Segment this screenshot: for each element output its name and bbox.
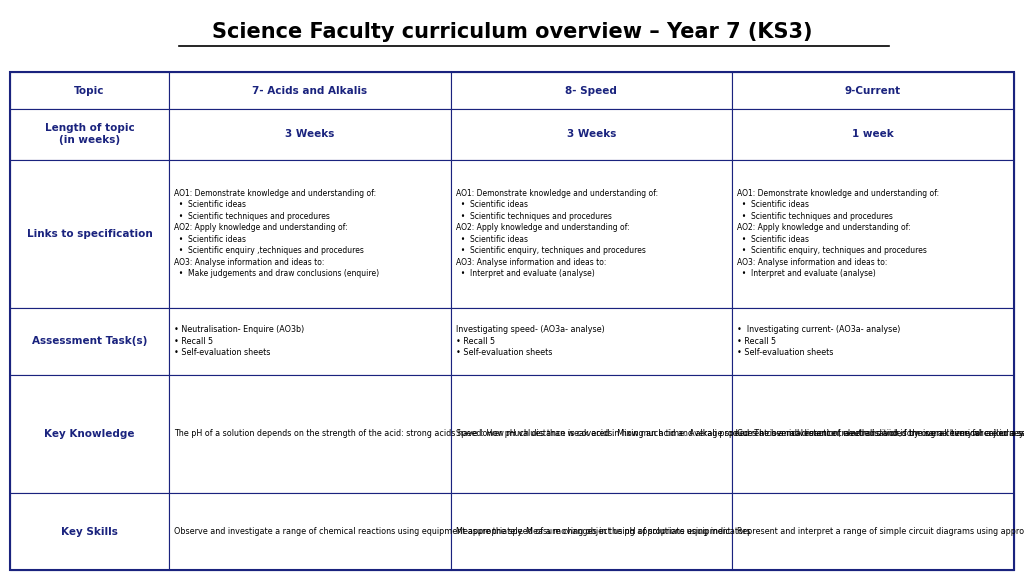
Bar [169,160,451,308]
Bar [732,160,1014,308]
Text: Science Faculty curriculum overview – Year 7 (KS3): Science Faculty curriculum overview – Ye… [212,22,812,41]
Text: Links to specification: Links to specification [27,229,153,238]
Text: Speed: How much distance is covered in how much time. Average speed: The overall: Speed: How much distance is covered in h… [456,429,1024,438]
Bar [10,109,169,160]
Text: Key Knowledge: Key Knowledge [44,429,135,439]
Text: 7- Acids and Alkalis: 7- Acids and Alkalis [252,85,368,96]
Text: 3 Weeks: 3 Weeks [285,129,335,139]
Bar [451,308,732,375]
Text: • Neutralisation- Enquire (AO3b)
• Recall 5
• Self-evaluation sheets: • Neutralisation- Enquire (AO3b) • Recal… [174,325,304,357]
Bar [732,308,1014,375]
Text: 1 week: 1 week [852,129,894,139]
Bar [10,160,169,308]
Bar [10,308,169,375]
Text: The pH of a solution depends on the strength of the acid: strong acids have lowe: The pH of a solution depends on the stre… [174,429,1024,438]
Bar [451,160,732,308]
Bar [732,72,1014,109]
Text: AO1: Demonstrate knowledge and understanding of:
  •  Scientific ideas
  •  Scie: AO1: Demonstrate knowledge and understan… [174,189,379,278]
Text: 8- Speed: 8- Speed [565,85,617,96]
Bar [10,72,169,109]
Text: Current is a movement of electrons and is the same everywhere in a series circui: Current is a movement of electrons and i… [737,429,1024,438]
Text: Assessment Task(s): Assessment Task(s) [32,336,147,346]
Bar [10,375,169,493]
Bar [169,493,451,570]
Text: Topic: Topic [75,85,104,96]
Text: 3 Weeks: 3 Weeks [566,129,616,139]
Text: Length of topic
(in weeks): Length of topic (in weeks) [45,123,134,145]
Bar [451,375,732,493]
Bar [451,72,732,109]
Text: Key Skills: Key Skills [61,526,118,536]
Bar [10,72,1014,570]
Text: Represent and interpret a range of simple circuit diagrams using appropriate sym: Represent and interpret a range of simpl… [737,527,1024,536]
Text: AO1: Demonstrate knowledge and understanding of:
  •  Scientific ideas
  •  Scie: AO1: Demonstrate knowledge and understan… [456,189,657,278]
Text: •  Investigating current- (AO3a- analyse)
• Recall 5
• Self-evaluation sheets: • Investigating current- (AO3a- analyse)… [737,325,901,357]
Bar [169,375,451,493]
Bar [169,72,451,109]
Text: Measure the speed of a moving object using appropriate equipment: Measure the speed of a moving object usi… [456,527,730,536]
Text: Investigating speed- (AO3a- analyse)
• Recall 5
• Self-evaluation sheets: Investigating speed- (AO3a- analyse) • R… [456,325,604,357]
Bar [169,109,451,160]
Bar [169,308,451,375]
Bar [10,493,169,570]
Bar [732,109,1014,160]
Bar [451,493,732,570]
Text: AO1: Demonstrate knowledge and understanding of:
  •  Scientific ideas
  •  Scie: AO1: Demonstrate knowledge and understan… [737,189,939,278]
Text: 9-Current: 9-Current [845,85,901,96]
Bar [732,375,1014,493]
Bar [732,493,1014,570]
Text: Observe and investigate a range of chemical reactions using equipment appropriat: Observe and investigate a range of chemi… [174,527,751,536]
Bar [451,109,732,160]
